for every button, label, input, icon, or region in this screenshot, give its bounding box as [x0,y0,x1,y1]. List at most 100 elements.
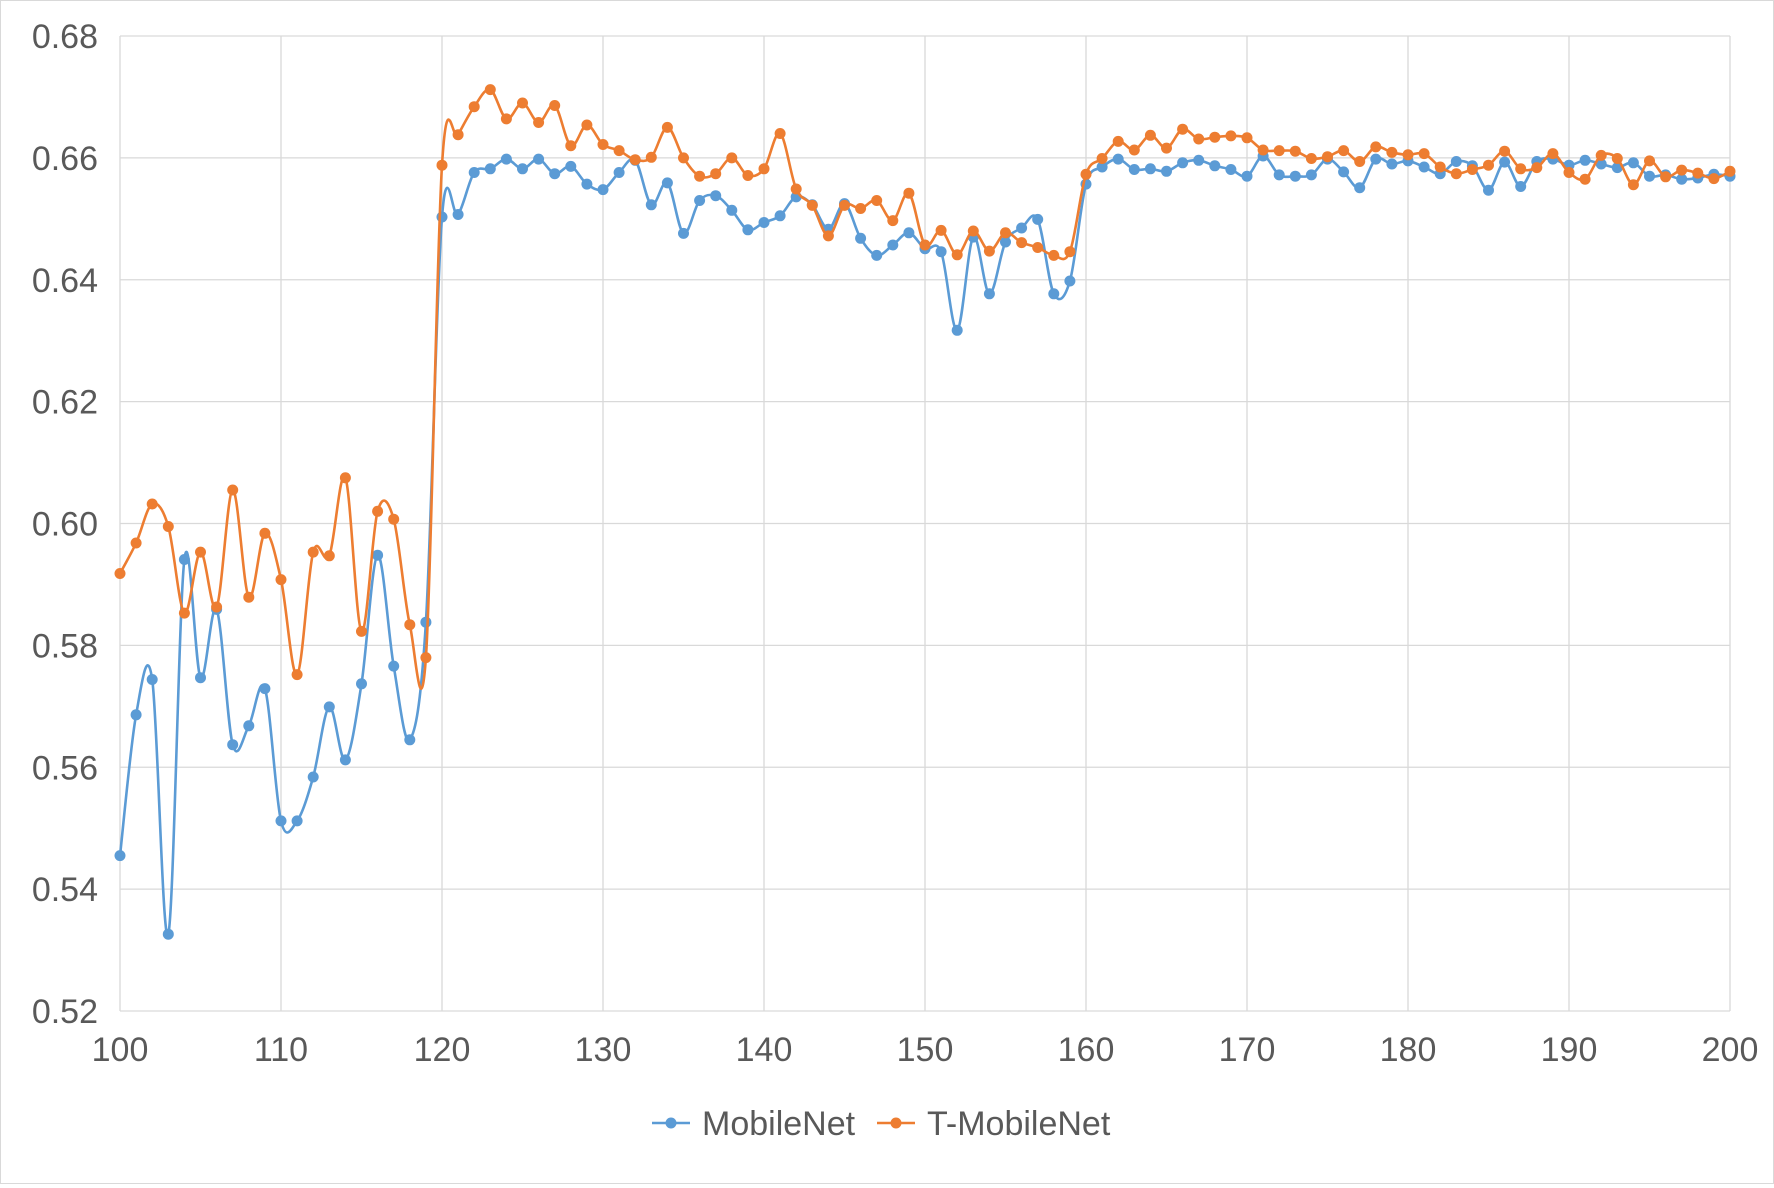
data-point [1338,145,1350,157]
data-point [1354,156,1366,167]
data-point [1483,159,1494,171]
data-point [1724,165,1736,177]
data-point [774,128,786,139]
data-point [372,549,384,561]
x-tick-label: 140 [736,1031,793,1069]
data-point [259,683,271,695]
data-point [951,324,963,336]
data-point [195,546,206,558]
x-tick-label: 180 [1380,1031,1437,1069]
data-point [839,199,850,211]
data-point [1418,148,1430,160]
data-point [259,527,271,539]
data-point [1450,168,1462,180]
data-point [983,245,995,257]
data-point [1499,145,1511,157]
y-tick-label: 0.56 [32,749,98,787]
data-point [1515,163,1527,175]
data-point [1112,153,1124,165]
data-point [1676,173,1688,185]
data-point [1193,133,1205,145]
data-point [1161,165,1172,177]
data-point [307,771,319,783]
data-point [162,928,174,940]
data-point [1000,236,1011,248]
data-point [404,734,416,746]
legend-label: MobileNet [702,1105,856,1143]
data-point [1627,179,1639,191]
data-point [1660,171,1672,183]
data-point [1289,170,1301,182]
y-tick-label: 0.68 [32,18,98,56]
y-axis-ticks: 0.52 0.54 0.56 0.58 0.60 0.62 0.64 0.66 0.68 [32,18,98,1031]
data-point [1096,161,1108,173]
data-point [468,167,480,178]
data-point [1450,156,1462,167]
y-tick-label: 0.64 [32,262,98,300]
data-point [919,239,931,251]
data-point [903,227,915,239]
data-point [1531,162,1543,174]
data-point [935,246,947,258]
data-point [1418,161,1430,173]
data-point [1112,135,1124,147]
data-point [1338,166,1350,178]
legend-swatch-marker [890,1117,902,1129]
data-point [1000,227,1011,239]
legend-label: T-MobileNet [927,1105,1111,1143]
data-point [855,203,867,214]
data-point [726,204,738,216]
data-point [726,152,738,164]
data-point [323,550,335,562]
data-point [517,97,528,109]
data-point [742,224,754,236]
x-tick-label: 160 [1058,1031,1115,1069]
data-point [967,225,979,237]
data-point [1386,158,1398,170]
data-point [1595,149,1607,161]
data-point [1177,123,1189,135]
y-tick-label: 0.52 [32,993,98,1031]
data-point [1241,132,1253,144]
data-point [114,568,126,579]
data-point [951,249,963,261]
data-point [983,288,995,300]
y-tick-label: 0.58 [32,627,98,665]
data-point [178,554,190,565]
data-point [1499,156,1511,168]
data-point [162,521,174,532]
data-point [565,160,577,172]
data-point [1209,131,1221,143]
data-point [710,190,722,202]
data-point [1273,169,1285,181]
data-point [146,674,158,685]
data-point [549,168,561,180]
data-point [661,177,673,189]
x-tick-label: 120 [414,1031,471,1069]
data-point [790,183,802,195]
legend-swatch-marker [665,1117,677,1129]
data-point [1144,163,1156,175]
data-point [1644,170,1655,182]
data-point [339,472,351,484]
data-point [645,199,657,211]
data-point [694,170,706,182]
data-point [613,145,625,157]
y-tick-label: 0.60 [32,506,98,544]
series-t-mobilenet [114,84,1736,690]
data-point [436,211,448,223]
x-tick-label: 110 [254,1031,308,1069]
data-point [307,546,319,558]
data-point [1064,275,1076,287]
data-point [275,815,287,827]
data-point [758,163,770,175]
data-point [1692,167,1704,179]
data-point [452,129,464,141]
series-group [114,84,1736,940]
data-point [500,113,512,125]
data-point [1547,148,1559,160]
data-point [420,652,432,664]
data-point [887,239,899,251]
x-axis-ticks: 100 110 120 130 140 150 160 170 180 190 200 [92,1031,1759,1069]
